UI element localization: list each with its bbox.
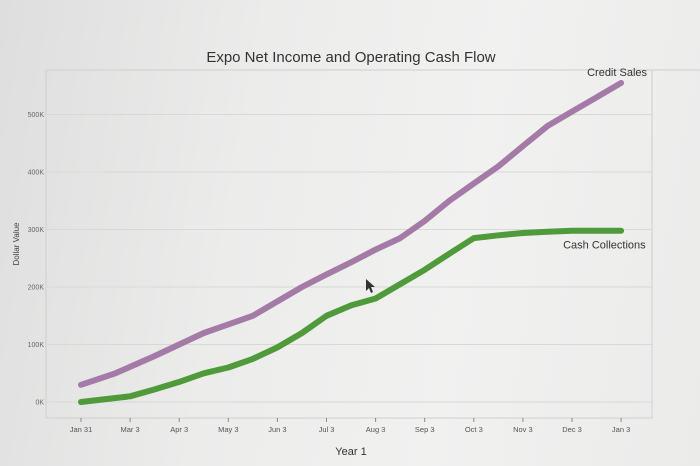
x-tick-label: May 3 — [218, 425, 238, 434]
x-tick-label: Dec 3 — [562, 425, 582, 434]
series-labels: Credit Sales Cash Collections — [563, 67, 647, 252]
y-tick-label: 400K — [28, 170, 45, 177]
series-label-credit-sales: Credit Sales — [587, 67, 647, 79]
x-tick-label: Jul 3 — [319, 425, 335, 434]
chart-title: Expo Net Income and Operating Cash Flow — [206, 49, 495, 66]
y-tick-label: 0K — [35, 400, 44, 407]
x-tick-label: Jan 3 — [612, 425, 630, 434]
gridlines — [46, 114, 652, 403]
x-tick-label: Apr 3 — [170, 425, 188, 434]
series-line-credit-sales — [78, 79, 625, 388]
x-tick-label: Jan 31 — [70, 425, 93, 434]
series-line-cash-collections — [78, 227, 625, 405]
x-tick-label: Jun 3 — [268, 425, 286, 434]
series-label-cash-collections: Cash Collections — [563, 240, 646, 252]
x-tick-label: Oct 3 — [465, 425, 483, 434]
x-tick-label: Nov 3 — [513, 425, 533, 434]
y-tick-label: 500K — [28, 112, 45, 119]
x-tick-label: Aug 3 — [366, 425, 386, 434]
y-tick-label: 300K — [28, 227, 45, 234]
y-tick-label: 100K — [28, 342, 45, 349]
mouse-cursor-icon — [366, 279, 375, 293]
x-tick-label: Sep 3 — [415, 425, 435, 434]
x-axis-ticks: Jan 31 Mar 3 Apr 3 May 3 Jun 3 Jul 3 Aug 3 Sep … — [46, 417, 652, 434]
y-axis-title: Dollar Value — [12, 222, 21, 266]
series-lines — [78, 79, 625, 405]
y-axis-ticks: 0K 100K 200K 300K 400K 500K — [28, 112, 45, 407]
y-tick-label: 200K — [28, 285, 45, 292]
x-axis-title: Year 1 — [335, 446, 366, 458]
x-tick-label: Mar 3 — [121, 425, 140, 434]
